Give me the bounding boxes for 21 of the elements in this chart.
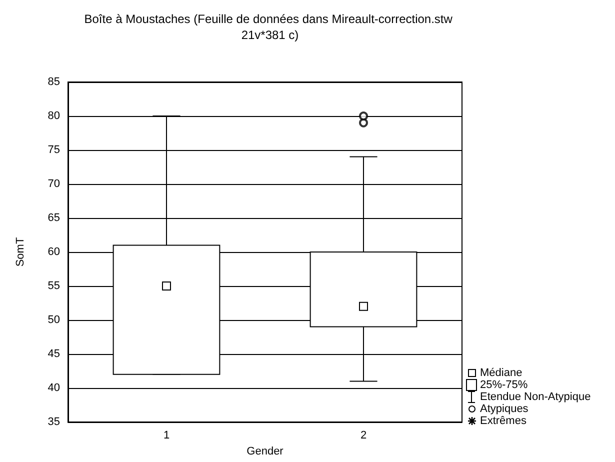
y-tick-label: 35 [48, 416, 60, 428]
y-tick-label: 65 [48, 212, 60, 224]
text: Médiane [480, 367, 522, 379]
text: Etendue Non-Atypique [480, 391, 591, 403]
y-axis-title: SomT [14, 237, 26, 267]
x-tick-label: 1 [163, 430, 170, 442]
y-tick-label: 55 [48, 280, 60, 292]
y-tick-label: 75 [48, 144, 60, 156]
y-tick-label: 40 [48, 382, 60, 394]
text: Atypiques [480, 403, 528, 415]
y-tick-label: 70 [48, 178, 60, 190]
x-axis-title: Gender [246, 446, 284, 458]
x-tick-label: 2 [360, 430, 367, 442]
text: 25%-75% [480, 379, 528, 391]
y-tick-label: 50 [48, 314, 60, 326]
chart-title: Boîte à Moustaches (Feuille de données dans Mireault-correction.stw 21v*381 c) [84, 12, 456, 42]
y-tick-label: 60 [48, 246, 60, 258]
y-tick-label: 85 [48, 76, 60, 88]
text: Extrêmes [480, 415, 526, 427]
y-tick-label: 80 [48, 110, 60, 122]
y-tick-label: 45 [48, 348, 60, 360]
